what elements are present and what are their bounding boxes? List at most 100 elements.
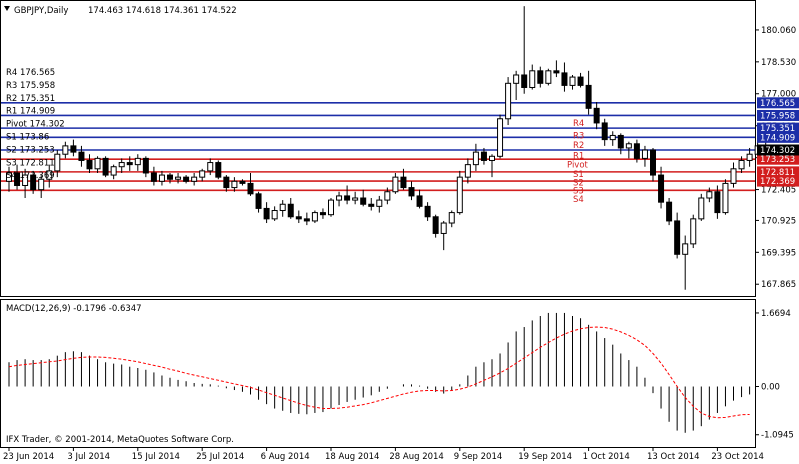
date-tick-label: 9 Sep 2014 (454, 452, 502, 462)
candle (311, 210, 318, 224)
pivot-axis-tag: 172.811 (760, 168, 795, 178)
candle (110, 164, 117, 180)
candle (480, 147, 487, 165)
candle (134, 154, 141, 171)
price-tick-label: 177.000 (761, 90, 796, 100)
candle (489, 154, 495, 178)
candle (464, 158, 471, 184)
candle (706, 187, 713, 203)
pivot-left-label: R1 174.909 (6, 107, 55, 117)
pivot-axis-tag: 175.958 (760, 111, 795, 121)
price-tick-label: 180.060 (761, 26, 796, 36)
candle (247, 172, 254, 196)
price-pane-frame (0, 0, 756, 297)
candle (641, 145, 648, 167)
candle (263, 202, 270, 224)
price-tick-label: 178.530 (761, 58, 796, 68)
candle (126, 156, 133, 171)
pivot-right-label: S4 (573, 195, 584, 205)
candle (118, 158, 125, 173)
candle (408, 181, 415, 201)
candle (360, 189, 367, 207)
pivot-left-label: R4 176.565 (6, 68, 55, 78)
candle (255, 191, 262, 213)
pivot-left-label: S3 172.811 (6, 158, 55, 168)
date-tick-label: 6 Aug 2014 (261, 452, 310, 462)
candle (714, 185, 721, 219)
candle (738, 156, 745, 173)
candle (6, 166, 12, 192)
candle (279, 200, 286, 217)
candle (440, 220, 447, 251)
macd-title: MACD(12,26,9) -0.1796 -0.6347 (6, 304, 142, 314)
pivot-right-label: R4 (573, 119, 584, 129)
pivot-left-label: S1 173.86 (6, 133, 49, 143)
candle (336, 191, 343, 207)
candle (30, 170, 37, 194)
date-tick-label: 3 Jul 2014 (67, 452, 110, 462)
symbol-label: GBPJPY,Daily (14, 6, 68, 16)
date-tick-label: 19 Sep 2014 (518, 452, 572, 462)
candle (561, 62, 568, 92)
current-price-label: 174.302 (760, 146, 795, 156)
candle (682, 235, 689, 290)
candle (271, 206, 278, 221)
pivot-left-label: Pivot 174.302 (6, 120, 65, 130)
candle (577, 72, 584, 88)
price-tick-label: 170.925 (761, 216, 796, 226)
macd-tick-label: -1.0945 (761, 431, 794, 441)
candle (14, 164, 21, 190)
pivot-right-label: R2 (573, 141, 584, 151)
candle (722, 179, 729, 215)
date-tick-label: 18 Aug 2014 (325, 452, 379, 462)
pivot-right-label: S3 (573, 187, 584, 197)
candle (303, 212, 310, 226)
pivot-axis-tags: 176.565175.958175.351174.909173.860173.2… (757, 97, 799, 187)
pivot-axis-tag: 172.369 (760, 177, 795, 187)
pivot-left-label: S4 172.369 (6, 171, 55, 181)
date-axis: 23 Jun 2014 3 Jul 2014 15 Jul 2014 25 Jul 2… (3, 447, 764, 462)
candle (666, 198, 673, 226)
date-tick-label: 23 Jun 2014 (3, 452, 54, 462)
candle (658, 166, 665, 209)
macd-pane-frame (0, 299, 756, 448)
candle (70, 139, 77, 157)
candle (102, 156, 109, 178)
date-tick-label: 23 Oct 2014 (711, 452, 764, 462)
candle (175, 172, 182, 184)
candle (54, 150, 61, 178)
candle (698, 193, 705, 221)
candle (650, 147, 656, 182)
candle (674, 212, 681, 259)
pivot-right-label: Pivot (567, 161, 589, 171)
candle (207, 158, 214, 176)
candle (505, 77, 512, 126)
ohlc-readout: 174.463 174.618 174.361 174.522 (88, 6, 237, 16)
candle (617, 133, 624, 155)
candle (448, 210, 455, 228)
candle (328, 198, 334, 217)
current-price-tag: 174.302 (757, 144, 799, 156)
pivot-left-label: S2 173.253 (6, 145, 55, 155)
candle (569, 74, 576, 90)
candle (287, 198, 294, 219)
candle (46, 164, 53, 188)
candle (295, 210, 302, 224)
copyright-text: IFX Trader, © 2001-2014, MetaQuotes Soft… (6, 435, 234, 445)
price-tick-label: 172.405 (761, 186, 796, 196)
candle (416, 189, 423, 209)
candle (601, 118, 608, 146)
price-tick-label: 169.395 (761, 248, 796, 258)
candle (432, 214, 439, 238)
candle (167, 172, 173, 184)
chevron-down-icon[interactable] (4, 6, 10, 11)
pivot-axis-tag: 173.253 (760, 155, 795, 165)
pivot-axis-tag: 175.351 (760, 124, 795, 134)
candle (352, 191, 359, 205)
candle (609, 131, 616, 146)
macd-tick-label: 0.00 (761, 383, 780, 393)
candle (553, 60, 560, 78)
pivot-right-label: R3 (573, 131, 584, 141)
